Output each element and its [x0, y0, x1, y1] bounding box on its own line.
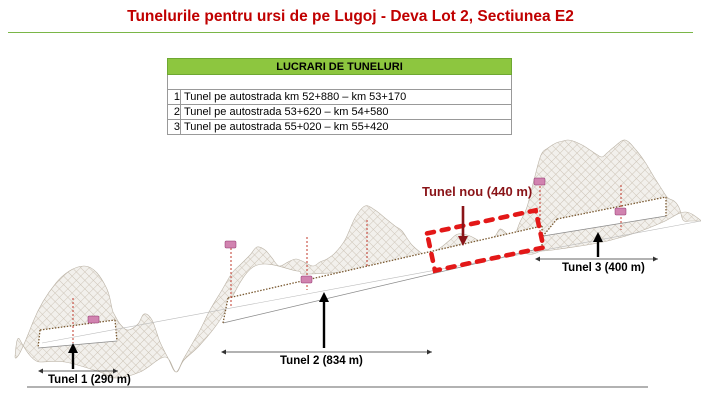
svg-text:Tunel 3 (400 m): Tunel 3 (400 m) — [562, 262, 645, 274]
svg-text:Tunel nou (440 m): Tunel nou (440 m) — [422, 184, 532, 199]
svg-text:Tunel 1 (290 m): Tunel 1 (290 m) — [48, 374, 131, 386]
svg-text:Tunel 2 (834 m): Tunel 2 (834 m) — [280, 355, 363, 367]
